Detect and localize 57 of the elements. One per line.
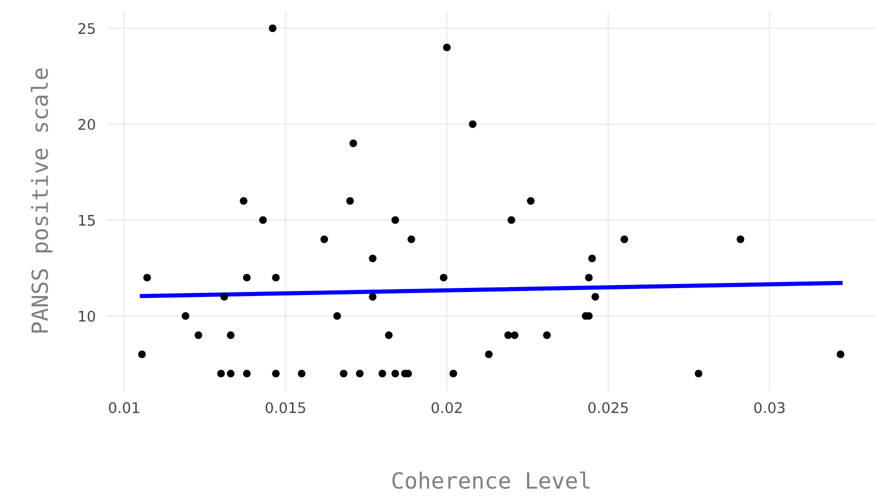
point bbox=[240, 197, 248, 205]
point bbox=[182, 312, 190, 320]
point bbox=[226, 370, 234, 378]
point bbox=[468, 120, 476, 128]
y-tick-label: 20 bbox=[78, 118, 96, 130]
point bbox=[226, 331, 234, 339]
point bbox=[836, 350, 844, 358]
point bbox=[243, 370, 251, 378]
y-tick-label: 10 bbox=[79, 310, 96, 322]
point bbox=[485, 350, 493, 358]
point bbox=[408, 235, 416, 244]
point bbox=[346, 197, 354, 205]
point bbox=[268, 24, 276, 32]
point bbox=[543, 331, 551, 339]
y-axis-title: PANSS positive scale bbox=[30, 68, 52, 333]
point bbox=[350, 140, 358, 148]
point bbox=[194, 331, 202, 339]
point bbox=[378, 370, 386, 378]
point bbox=[298, 370, 306, 378]
x-tick-label: 0.02 bbox=[432, 402, 462, 414]
point bbox=[368, 254, 376, 262]
point bbox=[694, 370, 702, 378]
point bbox=[138, 350, 146, 358]
point bbox=[259, 216, 267, 224]
point bbox=[391, 370, 400, 378]
point bbox=[440, 274, 448, 282]
point bbox=[272, 370, 280, 378]
point bbox=[588, 254, 596, 262]
point bbox=[450, 370, 458, 378]
x-tick-label: 0.01 bbox=[108, 402, 140, 414]
point bbox=[243, 274, 251, 282]
point bbox=[272, 274, 280, 282]
y-tick-label: 15 bbox=[79, 214, 95, 226]
point bbox=[736, 235, 744, 244]
point bbox=[620, 235, 628, 244]
point bbox=[320, 235, 328, 244]
point bbox=[217, 370, 225, 378]
point bbox=[333, 312, 341, 320]
point bbox=[591, 292, 600, 301]
point bbox=[391, 216, 400, 224]
point bbox=[585, 274, 593, 282]
point bbox=[384, 331, 393, 339]
point bbox=[510, 331, 518, 339]
point bbox=[368, 292, 376, 301]
point bbox=[143, 274, 151, 282]
point bbox=[508, 216, 516, 224]
point bbox=[443, 44, 451, 52]
point bbox=[220, 292, 228, 301]
x-tick-label: 0.03 bbox=[754, 402, 785, 414]
x-axis-title: Coherence Level bbox=[392, 472, 590, 489]
x-tick-label: 0.025 bbox=[588, 402, 628, 414]
y-tick-label: 25 bbox=[78, 23, 95, 34]
point bbox=[340, 370, 348, 378]
point bbox=[356, 370, 364, 378]
point bbox=[504, 331, 512, 339]
point bbox=[526, 197, 535, 205]
x-tick-label: 0.015 bbox=[266, 402, 306, 414]
